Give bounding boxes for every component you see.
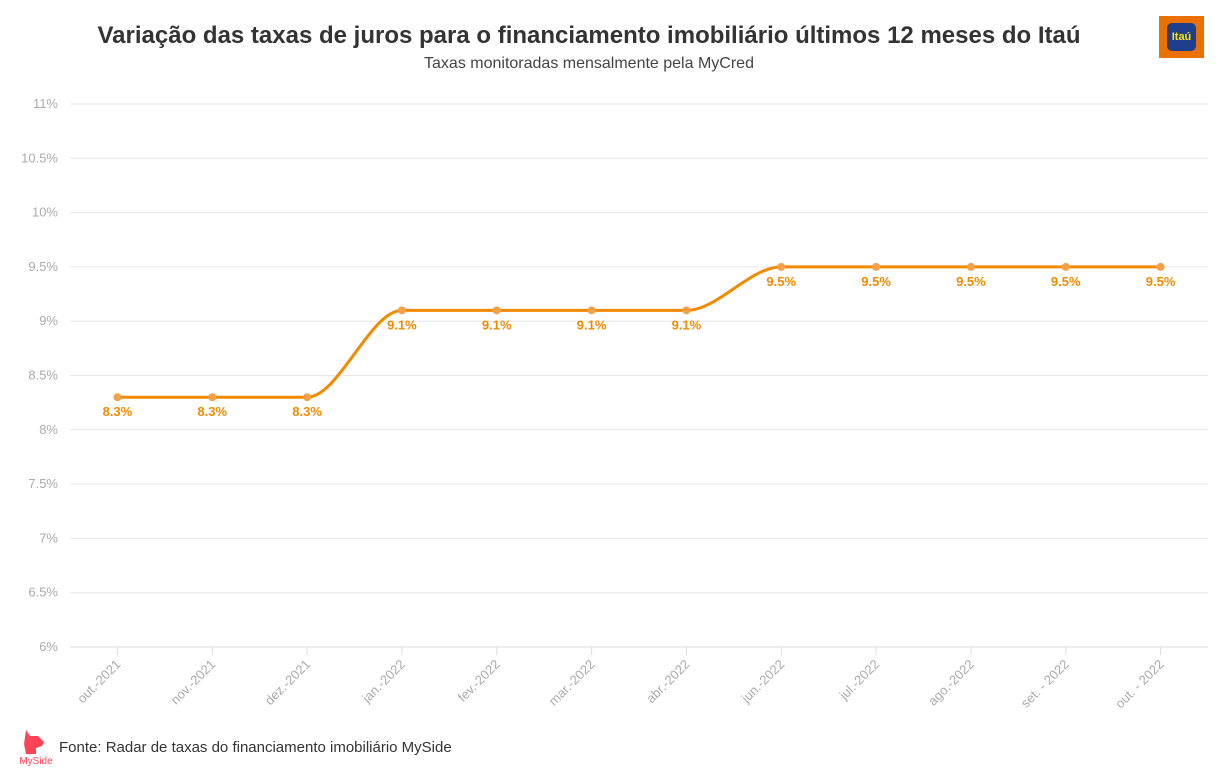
data-point	[1156, 262, 1165, 271]
data-point	[682, 306, 691, 315]
data-points	[113, 262, 1165, 402]
data-point	[208, 393, 217, 402]
data-label: 9.1%	[387, 317, 417, 332]
y-axis: 6% 6.5% 7% 7.5% 8% 8.5% 9% 9.5% 10% 10.5% 11%	[21, 96, 58, 654]
data-label: 9.5%	[1051, 274, 1081, 289]
data-point	[113, 393, 122, 402]
y-tick-label: 6%	[39, 639, 58, 654]
data-label: 9.5%	[956, 274, 986, 289]
data-label: 8.3%	[103, 404, 133, 419]
data-point	[492, 306, 501, 315]
myside-logo: MySide	[19, 730, 53, 766]
data-point	[1061, 262, 1070, 271]
data-label: 9.1%	[672, 317, 702, 332]
y-tick-label: 11%	[33, 96, 58, 111]
data-label: 8.3%	[197, 404, 227, 419]
data-label: 9.5%	[1146, 274, 1176, 289]
data-point	[397, 306, 406, 315]
x-tick-label: nov.-2021	[168, 657, 219, 708]
itau-logo: Itaú	[1159, 16, 1204, 58]
data-point	[587, 306, 596, 315]
y-tick-label: 8%	[39, 422, 58, 437]
data-point	[303, 393, 312, 402]
x-axis: out.-2021 nov.-2021 dez.-2021 jan.-2022 fev.…	[74, 647, 1167, 711]
svg-text:MySide: MySide	[19, 756, 53, 766]
x-tick-label: jan.-2022	[358, 657, 408, 707]
itau-logo-mark: Itaú	[1167, 23, 1196, 51]
gridlines	[70, 103, 1208, 648]
x-tick-label: set. - 2022	[1018, 657, 1072, 711]
x-tick-label: jul.-2022	[836, 657, 883, 704]
x-tick-label: out.-2021	[74, 657, 123, 706]
data-label: 8.3%	[292, 404, 322, 419]
x-tick-label: jun.-2022	[738, 657, 788, 707]
y-tick-label: 10%	[32, 205, 58, 220]
y-tick-label: 9%	[39, 313, 58, 328]
data-labels: 8.3% 8.3% 8.3% 9.1% 9.1% 9.1% 9.1% 9.5% 9.5% 9.5%…	[103, 274, 1176, 419]
x-tick-label: abr.-2022	[643, 657, 692, 706]
x-tick-label: mar.-2022	[546, 657, 598, 709]
series-line	[117, 265, 1161, 399]
x-tick-label: ago.-2022	[925, 657, 977, 709]
source-note: Fonte: Radar de taxas do financiamento i…	[59, 739, 452, 756]
x-tick-label: fev.-2022	[455, 657, 503, 705]
data-label: 9.5%	[861, 274, 891, 289]
y-tick-label: 8.5%	[28, 368, 58, 383]
x-tick-label: dez.-2021	[262, 657, 313, 708]
data-point	[777, 262, 786, 271]
chart-title: Variação das taxas de juros para o finan…	[97, 22, 1081, 49]
y-tick-label: 6.5%	[28, 585, 58, 600]
data-label: 9.1%	[482, 317, 512, 332]
y-tick-label: 7%	[39, 530, 58, 545]
data-point	[872, 262, 881, 271]
y-tick-label: 7.5%	[28, 476, 58, 491]
chart-subtitle: Taxas monitoradas mensalmente pela MyCre…	[424, 55, 754, 72]
y-tick-label: 10.5%	[21, 150, 58, 165]
y-tick-label: 9.5%	[28, 259, 58, 274]
data-label: 9.1%	[577, 317, 607, 332]
data-label: 9.5%	[766, 274, 796, 289]
data-point	[966, 262, 975, 271]
x-tick-label: out. - 2022	[1112, 657, 1167, 712]
